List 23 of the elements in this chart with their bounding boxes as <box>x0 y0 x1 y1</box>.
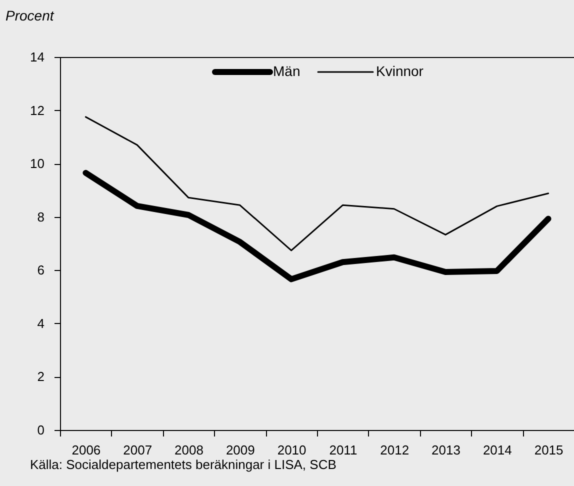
legend-label: Kvinnor <box>376 63 424 79</box>
x-tick-label: 2011 <box>329 442 358 458</box>
y-tick-label: 14 <box>30 50 44 64</box>
x-tick-label: 2015 <box>534 442 564 458</box>
x-tick-label: 2007 <box>123 442 152 458</box>
y-tick-label: 8 <box>37 209 44 224</box>
x-tick-label: 2014 <box>482 442 512 458</box>
y-tick-label: 2 <box>37 369 44 384</box>
line-series <box>84 116 550 252</box>
y-tick-label: 6 <box>37 262 44 278</box>
legend-label: Män <box>273 63 300 79</box>
y-tick-label: 12 <box>30 102 44 118</box>
x-tick-label: 2008 <box>174 442 204 458</box>
y-tick-label: 4 <box>37 316 44 331</box>
x-tick-label: 2006 <box>72 442 101 458</box>
x-tick-label: 2013 <box>432 442 460 458</box>
y-axis-title: Procent <box>6 8 55 24</box>
y-tick-label: 0 <box>37 422 44 438</box>
y-tick-label: 10 <box>30 156 44 172</box>
x-tick-label: 2009 <box>226 442 255 458</box>
text: Källa: Socialdepartementets beräkningar i LISA, SCB <box>30 457 336 472</box>
x-tick-label: 2012 <box>380 442 410 458</box>
x-tick-label: 2010 <box>277 442 306 458</box>
